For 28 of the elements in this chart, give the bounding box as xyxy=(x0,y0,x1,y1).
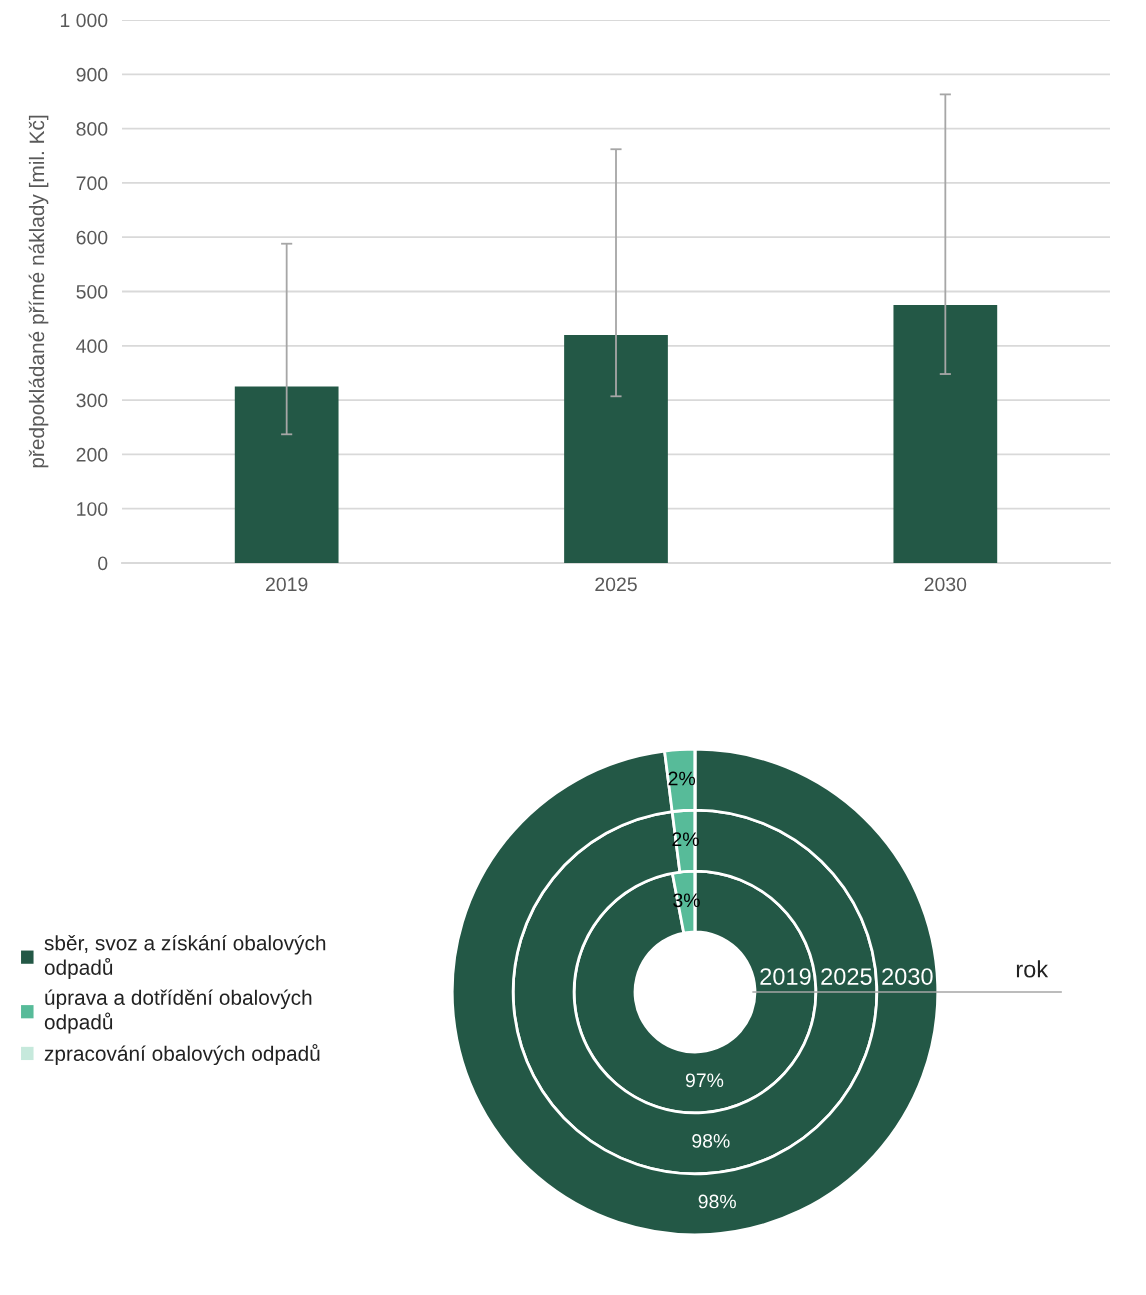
y-tick-label: 700 xyxy=(76,176,108,191)
y-axis-title: předpokládané přímé náklady [mil. Kč] xyxy=(28,115,49,468)
y-tick-label: 900 xyxy=(76,67,108,82)
x-tick-label: 2030 xyxy=(924,577,967,592)
y-tick-label: 600 xyxy=(76,230,108,245)
slice-label: 2030 xyxy=(882,968,933,985)
slice-label: 2019 xyxy=(760,968,811,985)
y-tick-label: 0 xyxy=(98,556,108,571)
x-tick-label: 2025 xyxy=(595,577,637,592)
y-tick-label: 400 xyxy=(76,339,108,354)
y-tick-label: 200 xyxy=(76,447,108,462)
bar xyxy=(893,305,998,563)
data-label: 98% xyxy=(698,1194,736,1209)
text: rok xyxy=(1016,960,1049,978)
y-tick-label: 300 xyxy=(76,393,108,408)
bar xyxy=(564,334,668,563)
legend-label: úprava a dotřídění obalových odpadů xyxy=(44,989,312,1034)
data-label: 97% xyxy=(685,1073,724,1088)
bar xyxy=(234,386,339,563)
y-tick-label: 800 xyxy=(76,122,108,136)
y-tick-label: 100 xyxy=(77,502,108,516)
legend-label: zpracování obalových odpadů xyxy=(44,1044,320,1066)
y-tick-label: 1 000 xyxy=(60,13,108,28)
y-tick-label: 500 xyxy=(76,284,108,299)
data-label: 98% xyxy=(692,1134,730,1148)
slice-label: 2025 xyxy=(821,968,872,985)
legend-label: sběr, svoz a získání obalových odpadů xyxy=(44,934,326,980)
x-tick-label: 2019 xyxy=(266,577,308,592)
